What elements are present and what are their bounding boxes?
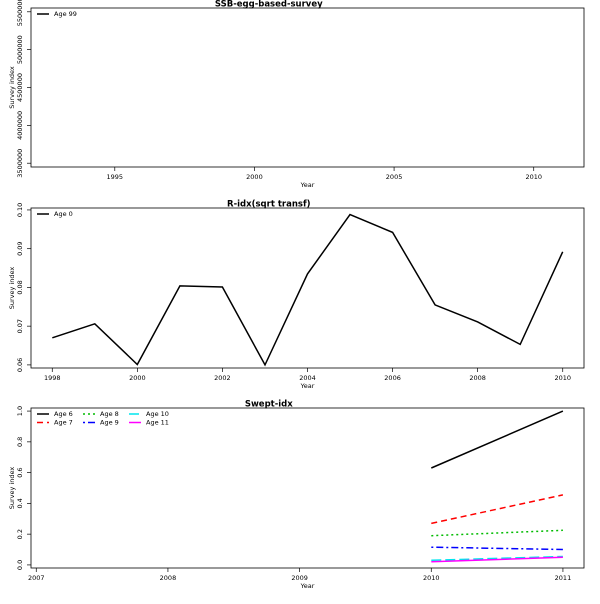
- series-line-age-7: [431, 494, 564, 525]
- legend-label: Age 6: [54, 410, 73, 418]
- legend-label: Age 9: [100, 419, 119, 427]
- chart-panel-2: R-idx(sqrt transf) 1998 2000 2002 2004 2006 20…: [8, 200, 585, 390]
- y-tick-label: 4000000: [16, 111, 24, 140]
- x-tick-label: 2011: [555, 574, 572, 582]
- x-tick-label: 2010: [423, 574, 440, 582]
- y-tick-label: 0.06: [16, 358, 24, 372]
- x-tick-label: 1995: [107, 173, 124, 181]
- legend-label: Age 10: [146, 410, 169, 418]
- x-tick-label: 2006: [384, 374, 401, 382]
- y-axis-label: Survey index: [8, 66, 16, 109]
- legend-label: Age 0: [54, 210, 73, 218]
- y-tick-label: 0.10: [16, 203, 24, 217]
- y-tick-label: 0.2: [16, 529, 24, 539]
- plot-frame: [30, 7, 585, 168]
- x-tick-label: 2005: [386, 173, 403, 181]
- y-tick-label: 3500000: [16, 149, 24, 178]
- series-line-age-0: [52, 213, 564, 367]
- y-tick-label: 0.8: [16, 437, 24, 447]
- y-tick-label: 5500000: [16, 0, 24, 26]
- plot-frame: [30, 207, 585, 369]
- plot-frame: [30, 407, 585, 569]
- chart-title: R-idx(sqrt transf): [227, 200, 311, 210]
- x-tick-label: 2002: [214, 374, 231, 382]
- y-tick-label: 0.09: [16, 241, 24, 255]
- y-tick-label: 0.0: [16, 560, 24, 570]
- y-tick-label: 0.4: [16, 498, 24, 508]
- x-axis-label: Year: [300, 582, 315, 590]
- legend-label: Age 99: [54, 10, 77, 18]
- x-axis-label: Year: [300, 181, 315, 189]
- chart-panel-1: SSB-egg-based-survey 1995 2000 2005 2010 Year…: [8, 0, 585, 189]
- x-tick-label: 1998: [44, 374, 61, 382]
- x-tick-label: 2000: [246, 173, 263, 181]
- x-axis-label: Year: [300, 382, 315, 390]
- legend-label: Age 7: [54, 419, 73, 427]
- y-tick-label: 4500000: [16, 73, 24, 102]
- y-tick-label: 0.08: [16, 280, 24, 294]
- y-tick-label: 0.6: [16, 467, 24, 477]
- x-tick-label: 2010: [525, 173, 542, 181]
- x-tick-label: 2009: [291, 574, 308, 582]
- x-tick-label: 2007: [28, 574, 45, 582]
- x-tick-label: 2000: [129, 374, 146, 382]
- chart-panel-3: Swept-idx 2007 2008 2009 2010 2011 Year 0.0 0.2 0…: [8, 400, 585, 590]
- series-line-age-8: [431, 529, 563, 537]
- legend-label: Age 11: [146, 419, 169, 427]
- legend: Age 0: [37, 210, 73, 218]
- series-line-age-9: [431, 546, 563, 551]
- x-tick-label: 2008: [160, 574, 177, 582]
- x-tick-label: 2008: [469, 374, 486, 382]
- y-tick-label: 1.0: [16, 406, 24, 416]
- x-tick-label: 2004: [299, 374, 316, 382]
- series-line-age-10: [431, 555, 563, 562]
- series-line-age-6: [431, 410, 564, 469]
- chart-title: SSB-egg-based-survey: [215, 0, 323, 10]
- x-tick-label: 2010: [554, 374, 571, 382]
- y-tick-label: 5000000: [16, 35, 24, 64]
- series-line-age-11: [431, 556, 563, 563]
- legend: Age 99: [37, 10, 77, 18]
- legend-label: Age 8: [100, 410, 119, 418]
- y-axis-label: Survey index: [8, 267, 16, 310]
- chart-title: Swept-idx: [245, 400, 293, 410]
- y-tick-label: 0.07: [16, 319, 24, 333]
- y-axis-label: Survey index: [8, 467, 16, 510]
